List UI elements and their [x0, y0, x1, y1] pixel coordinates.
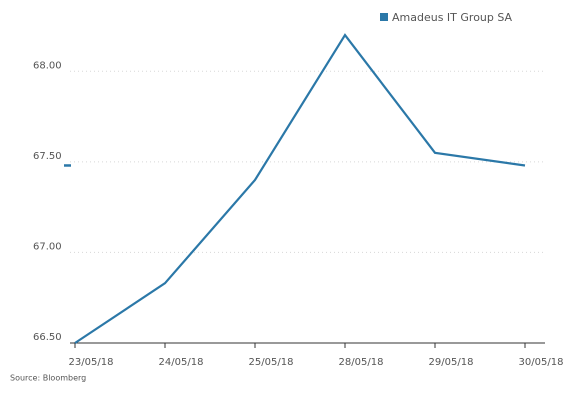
y-tick-label: 66.50	[33, 332, 62, 343]
y-tick-label: 67.50	[33, 151, 62, 162]
x-tick-label: 25/05/18	[249, 357, 294, 368]
x-tick-label: 30/05/18	[519, 357, 564, 368]
legend-swatch	[380, 13, 388, 21]
x-tick-label: 28/05/18	[339, 357, 384, 368]
line-series	[74, 33, 526, 344]
x-tick-label: 29/05/18	[429, 357, 474, 368]
x-tick-label: 24/05/18	[159, 357, 204, 368]
y-tick-label: 68.00	[33, 60, 62, 71]
source-note: Source: Bloomberg	[10, 374, 86, 383]
y-tick-label: 67.00	[33, 241, 62, 252]
x-tick-label: 23/05/18	[69, 357, 114, 368]
legend-label: Amadeus IT Group SA	[392, 11, 513, 24]
